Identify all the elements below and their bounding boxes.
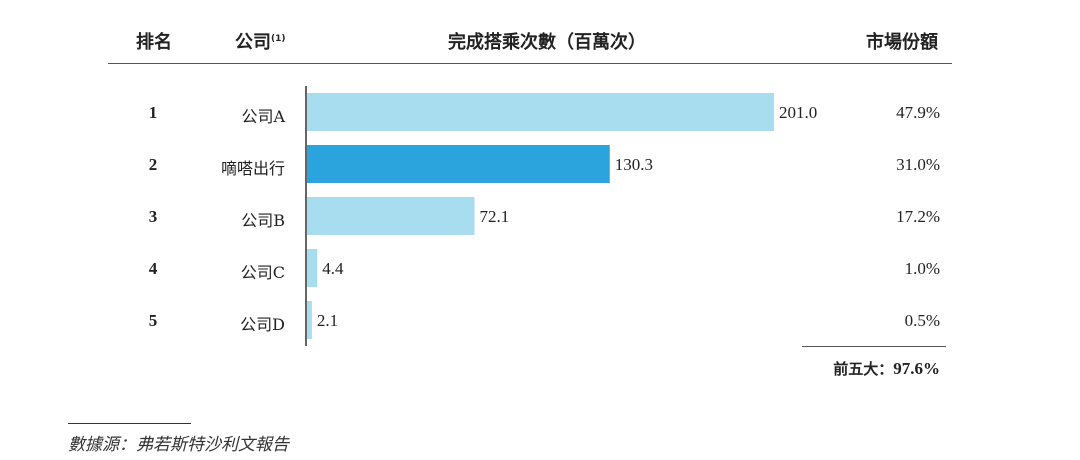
header-company-footnote: (1) — [271, 34, 286, 44]
company-label: 公司C — [240, 263, 285, 282]
rank-label: 3 — [148, 207, 158, 226]
company-label: 公司B — [241, 211, 285, 230]
bar — [307, 301, 312, 339]
company-label: 公司A — [241, 107, 285, 126]
company-label: 嘀嗒出行 — [220, 159, 285, 178]
market-share-value: 1.0% — [904, 259, 940, 278]
bar — [307, 249, 318, 287]
top5-total-value: 97.6% — [893, 359, 940, 378]
source-rule — [68, 423, 191, 424]
bar-value-label: 4.4 — [322, 259, 344, 278]
bar — [307, 197, 475, 235]
market-share-value: 47.9% — [896, 103, 940, 122]
market-share-value: 0.5% — [904, 311, 940, 330]
bar-value-label: 2.1 — [317, 311, 338, 330]
rank-label: 5 — [148, 311, 158, 330]
rank-label: 1 — [148, 103, 158, 122]
top5-total: 前五大：97.6% — [833, 358, 940, 379]
rank-label: 2 — [148, 155, 158, 174]
header-rank: 排名 — [136, 32, 172, 53]
company-label: 公司D — [240, 315, 285, 334]
header-rule — [108, 63, 952, 64]
bar-value-label: 72.1 — [480, 207, 510, 226]
total-rule — [802, 346, 946, 347]
header-company: 公司(1) — [235, 28, 286, 54]
header-share: 市場份額 — [866, 32, 938, 53]
bar — [307, 145, 610, 183]
market-share-value: 31.0% — [896, 155, 940, 174]
header-rides: 完成搭乘次數（百萬次） — [448, 32, 646, 53]
rank-label: 4 — [148, 259, 158, 278]
header-company-label: 公司 — [235, 32, 271, 53]
top5-total-label: 前五大： — [833, 360, 894, 378]
market-share-value: 17.2% — [896, 207, 940, 226]
bar-value-label: 130.3 — [615, 155, 653, 174]
source-note: 數據源：弗若斯特沙利文報告 — [68, 435, 289, 455]
bar — [307, 93, 774, 131]
bar-value-label: 201.0 — [779, 103, 817, 122]
